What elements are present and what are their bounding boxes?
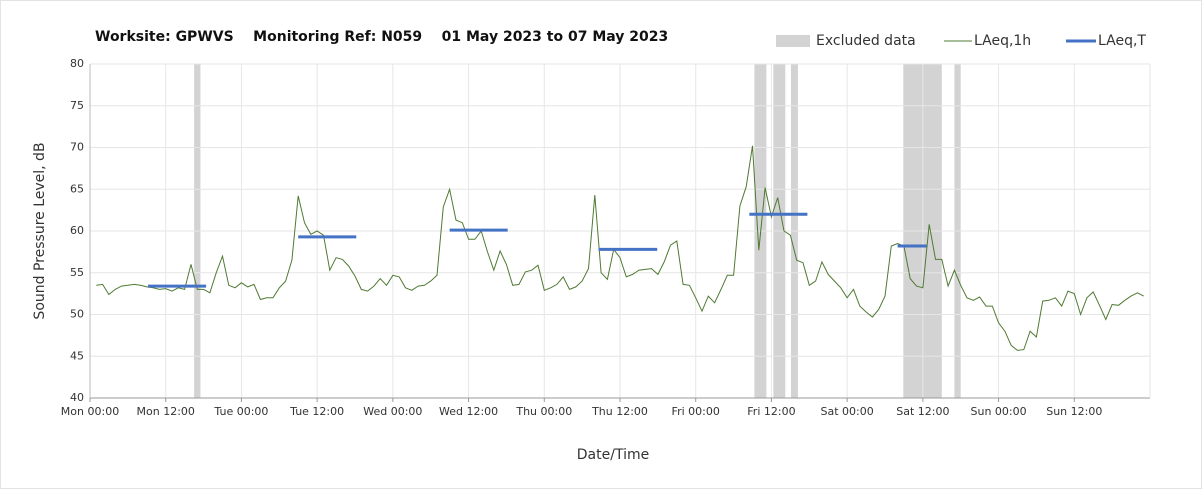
- x-tick-label: Wed 12:00: [439, 405, 498, 418]
- x-axis-title: Date/Time: [577, 447, 649, 463]
- y-tick-label: 65: [70, 182, 84, 195]
- y-tick-label: 60: [70, 224, 84, 237]
- x-tick-label: Thu 00:00: [515, 405, 572, 418]
- laeq-1h-line: [96, 145, 1144, 351]
- legend-swatch: [776, 35, 810, 47]
- x-tick-label: Sun 12:00: [1046, 405, 1102, 418]
- x-tick-label: Wed 00:00: [363, 405, 422, 418]
- y-tick-label: 70: [70, 141, 84, 154]
- x-tick-label: Mon 12:00: [137, 405, 195, 418]
- y-tick-label: 45: [70, 349, 84, 362]
- x-tick-label: Sun 00:00: [971, 405, 1027, 418]
- y-axis-title: Sound Pressure Level, dB: [32, 142, 48, 319]
- x-tick-label: Sat 00:00: [821, 405, 874, 418]
- x-tick-label: Mon 00:00: [61, 405, 119, 418]
- y-tick-label: 55: [70, 266, 84, 279]
- legend-label: LAeq,1h: [974, 33, 1031, 49]
- x-tick-label: Tue 00:00: [213, 405, 268, 418]
- legend-label: Excluded data: [816, 33, 916, 49]
- x-tick-label: Fri 12:00: [747, 405, 795, 418]
- y-tick-label: 75: [70, 99, 84, 112]
- y-tick-label: 50: [70, 308, 84, 321]
- legend-label: LAeq,T: [1098, 33, 1146, 49]
- x-tick-label: Thu 12:00: [591, 405, 648, 418]
- y-tick-label: 80: [70, 57, 84, 70]
- chart-title: Worksite: GPWVS Monitoring Ref: N059 01 …: [95, 29, 668, 45]
- x-tick-label: Fri 00:00: [672, 405, 720, 418]
- y-tick-label: 40: [70, 391, 84, 404]
- x-tick-label: Sat 12:00: [896, 405, 949, 418]
- x-tick-label: Tue 12:00: [289, 405, 344, 418]
